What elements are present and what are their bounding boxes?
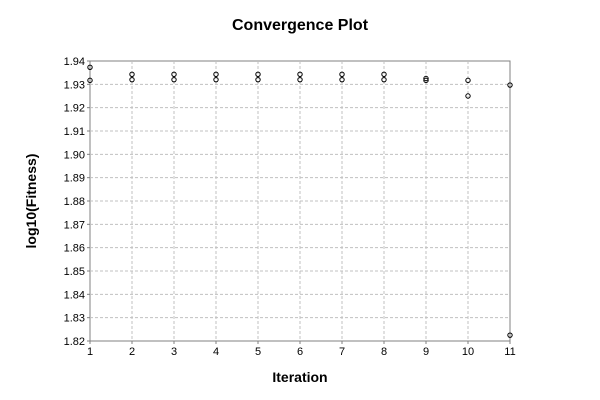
y-tick-label: 1.82 xyxy=(64,336,85,348)
data-point xyxy=(339,71,345,78)
data-point xyxy=(381,71,387,78)
data-point xyxy=(171,76,177,83)
chart-title: Convergence Plot xyxy=(232,17,369,34)
y-tick-label: 1.93 xyxy=(64,79,85,91)
data-point xyxy=(423,77,429,84)
x-tick-label: 10 xyxy=(462,346,474,358)
x-tick-label: 4 xyxy=(213,346,219,358)
x-tick-label: 6 xyxy=(297,346,303,358)
y-tick-label: 1.85 xyxy=(64,266,85,278)
data-point xyxy=(213,71,219,78)
y-tick-label: 1.92 xyxy=(64,103,85,115)
data-point xyxy=(465,77,471,84)
data-point xyxy=(381,76,387,83)
data-point xyxy=(507,332,513,338)
y-tick-label: 1.86 xyxy=(64,243,85,255)
data-point xyxy=(213,76,219,83)
data-point xyxy=(507,82,513,88)
x-tick-label: 11 xyxy=(504,346,515,358)
y-tick-label: 1.87 xyxy=(64,219,85,231)
data-point xyxy=(87,64,93,71)
data-point xyxy=(297,76,303,83)
data-points xyxy=(87,64,513,338)
y-tick-label: 1.88 xyxy=(64,196,85,208)
data-point xyxy=(129,76,135,83)
y-tick-label: 1.94 xyxy=(64,56,85,68)
x-tick-label: 7 xyxy=(339,346,345,358)
y-tick-label: 1.83 xyxy=(64,313,85,325)
y-tick-label: 1.84 xyxy=(64,289,85,301)
data-point xyxy=(255,76,261,83)
y-tick-label: 1.91 xyxy=(64,126,85,138)
data-point xyxy=(87,77,93,84)
x-axis: 1 2 3 4 5 6 7 8 9 10 11 xyxy=(87,341,516,358)
x-axis-label: Iteration xyxy=(272,369,327,385)
data-point xyxy=(255,71,261,78)
x-tick-label: 2 xyxy=(129,346,135,358)
data-point xyxy=(171,71,177,78)
data-point xyxy=(465,93,471,99)
x-tick-label: 1 xyxy=(87,346,93,358)
y-axis-label: log10(Fitness) xyxy=(23,154,39,249)
gridlines xyxy=(90,61,510,341)
y-tick-label: 1.90 xyxy=(64,149,85,161)
x-tick-label: 8 xyxy=(381,346,387,358)
y-tick-label: 1.89 xyxy=(64,173,85,185)
x-tick-label: 9 xyxy=(423,346,429,358)
x-tick-label: 3 xyxy=(171,346,177,358)
data-point xyxy=(297,71,303,78)
data-point xyxy=(129,71,135,78)
data-point xyxy=(423,75,429,82)
y-axis: 1.82 1.83 1.84 1.85 1.86 1.87 1.88 1.89 1.90 1.91… xyxy=(64,56,90,348)
x-tick-label: 5 xyxy=(255,346,261,358)
data-point xyxy=(339,76,345,83)
